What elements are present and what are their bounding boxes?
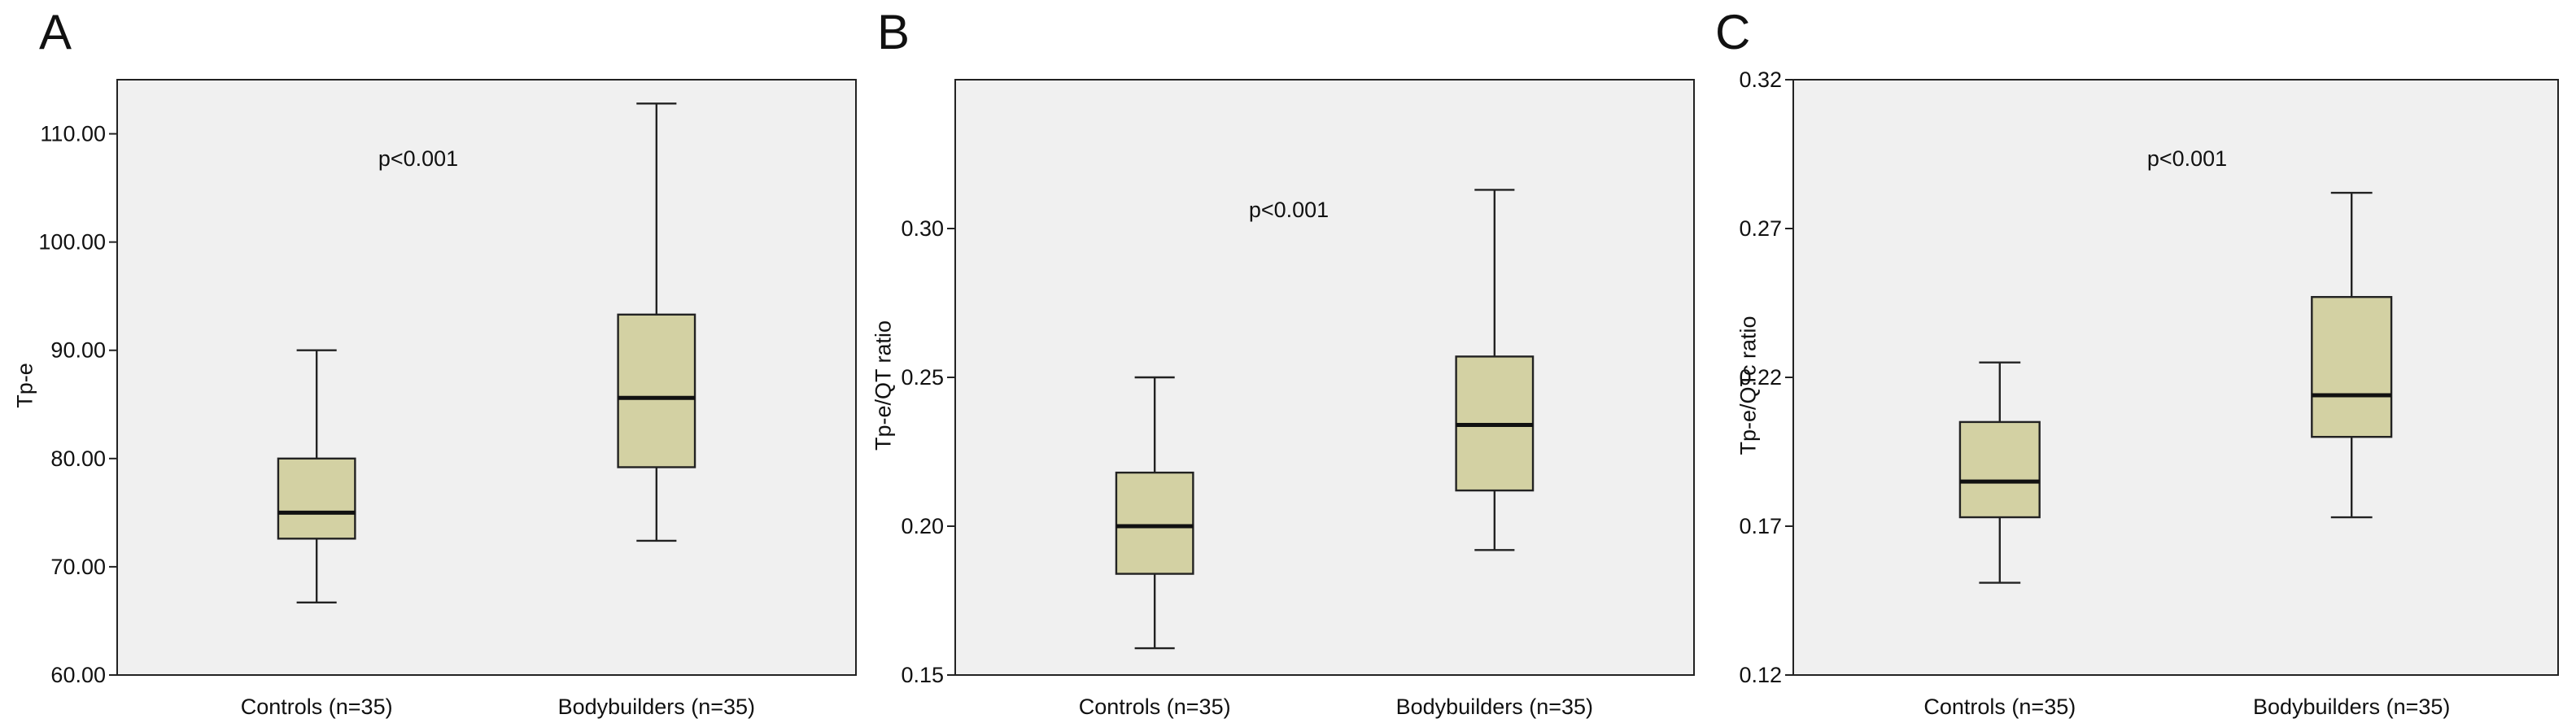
box-group-bodybuilders <box>2311 191 2393 519</box>
box-group-controls <box>1958 361 2041 584</box>
x-category-label: Controls (n=35) <box>1923 695 2076 719</box>
y-tick-label: 0.20 <box>901 514 944 538</box>
y-tick-label: 70.00 <box>50 555 106 579</box>
y-tick-label: 0.15 <box>901 663 944 687</box>
y-tick-label: 0.25 <box>901 365 944 390</box>
iqr-box <box>617 313 696 468</box>
y-tick-label: 0.32 <box>1739 68 1782 92</box>
plot-tpe: 60.00 70.00 80.00 90.00 100.00 110.00 Tp-e Cont… <box>12 79 857 719</box>
iqr-box <box>2311 295 2393 438</box>
panel-letter-c: C <box>1715 5 1750 59</box>
y-tick-label: 90.00 <box>50 338 106 363</box>
y-tick-label: 0.27 <box>1739 216 1782 241</box>
p-value-annotation: p<0.001 <box>1249 198 1329 222</box>
iqr-box <box>1958 420 2041 519</box>
y-tick-label: 100.00 <box>38 230 106 255</box>
x-category-label: Bodybuilders (n=35) <box>558 695 755 719</box>
y-axis-title: Tp-e/QTc ratio <box>1736 316 1760 455</box>
y-axis-title: Tp-e/QT ratio <box>871 320 895 451</box>
y-tick-label: 0.17 <box>1739 514 1782 538</box>
panel-a: A 60.00 70.00 80.00 90.00 100.00 110.00 Tp-e Co… <box>12 5 857 719</box>
panel-letter-b: B <box>877 5 910 59</box>
plot-area <box>1792 79 2559 676</box>
y-tick-label: 80.00 <box>50 446 106 471</box>
box-group-controls <box>1115 376 1194 650</box>
iqr-box <box>277 457 356 540</box>
panel-letter-a: A <box>39 5 72 59</box>
y-tick-label: 0.12 <box>1739 663 1782 687</box>
box-group-controls <box>277 349 356 604</box>
y-tick-label: 110.00 <box>40 122 106 146</box>
plot-tpe-qtc-ratio: 0.12 0.17 0.22 0.27 0.32 Tp-e/QTc ratio Contro… <box>1736 68 2559 719</box>
y-tick-label: 60.00 <box>50 663 106 687</box>
box-group-bodybuilders <box>617 102 696 542</box>
x-category-label: Bodybuilders (n=35) <box>2253 695 2450 719</box>
y-tick-label: 0.22 <box>1739 365 1782 390</box>
p-value-annotation: p<0.001 <box>2147 146 2227 171</box>
p-value-annotation: p<0.001 <box>378 146 458 171</box>
panel-c: C 0.12 0.17 0.22 0.27 0.32 Tp-e/QTc ratio Cont… <box>1715 5 2559 719</box>
x-category-label: Controls (n=35) <box>241 695 393 719</box>
y-tick-label: 0.30 <box>901 216 944 241</box>
plot-area <box>954 79 1695 676</box>
box-group-bodybuilders <box>1455 189 1535 551</box>
iqr-box <box>1115 471 1194 575</box>
panel-b: B 0.15 0.20 0.25 0.30 Tp-e/QT ratio Controls … <box>871 5 1695 719</box>
plot-tpe-qt-ratio: 0.15 0.20 0.25 0.30 Tp-e/QT ratio Controls (n… <box>871 79 1695 719</box>
plot-area <box>116 79 857 676</box>
x-category-label: Controls (n=35) <box>1079 695 1231 719</box>
y-axis-title: Tp-e <box>12 363 37 408</box>
x-category-label: Bodybuilders (n=35) <box>1396 695 1593 719</box>
